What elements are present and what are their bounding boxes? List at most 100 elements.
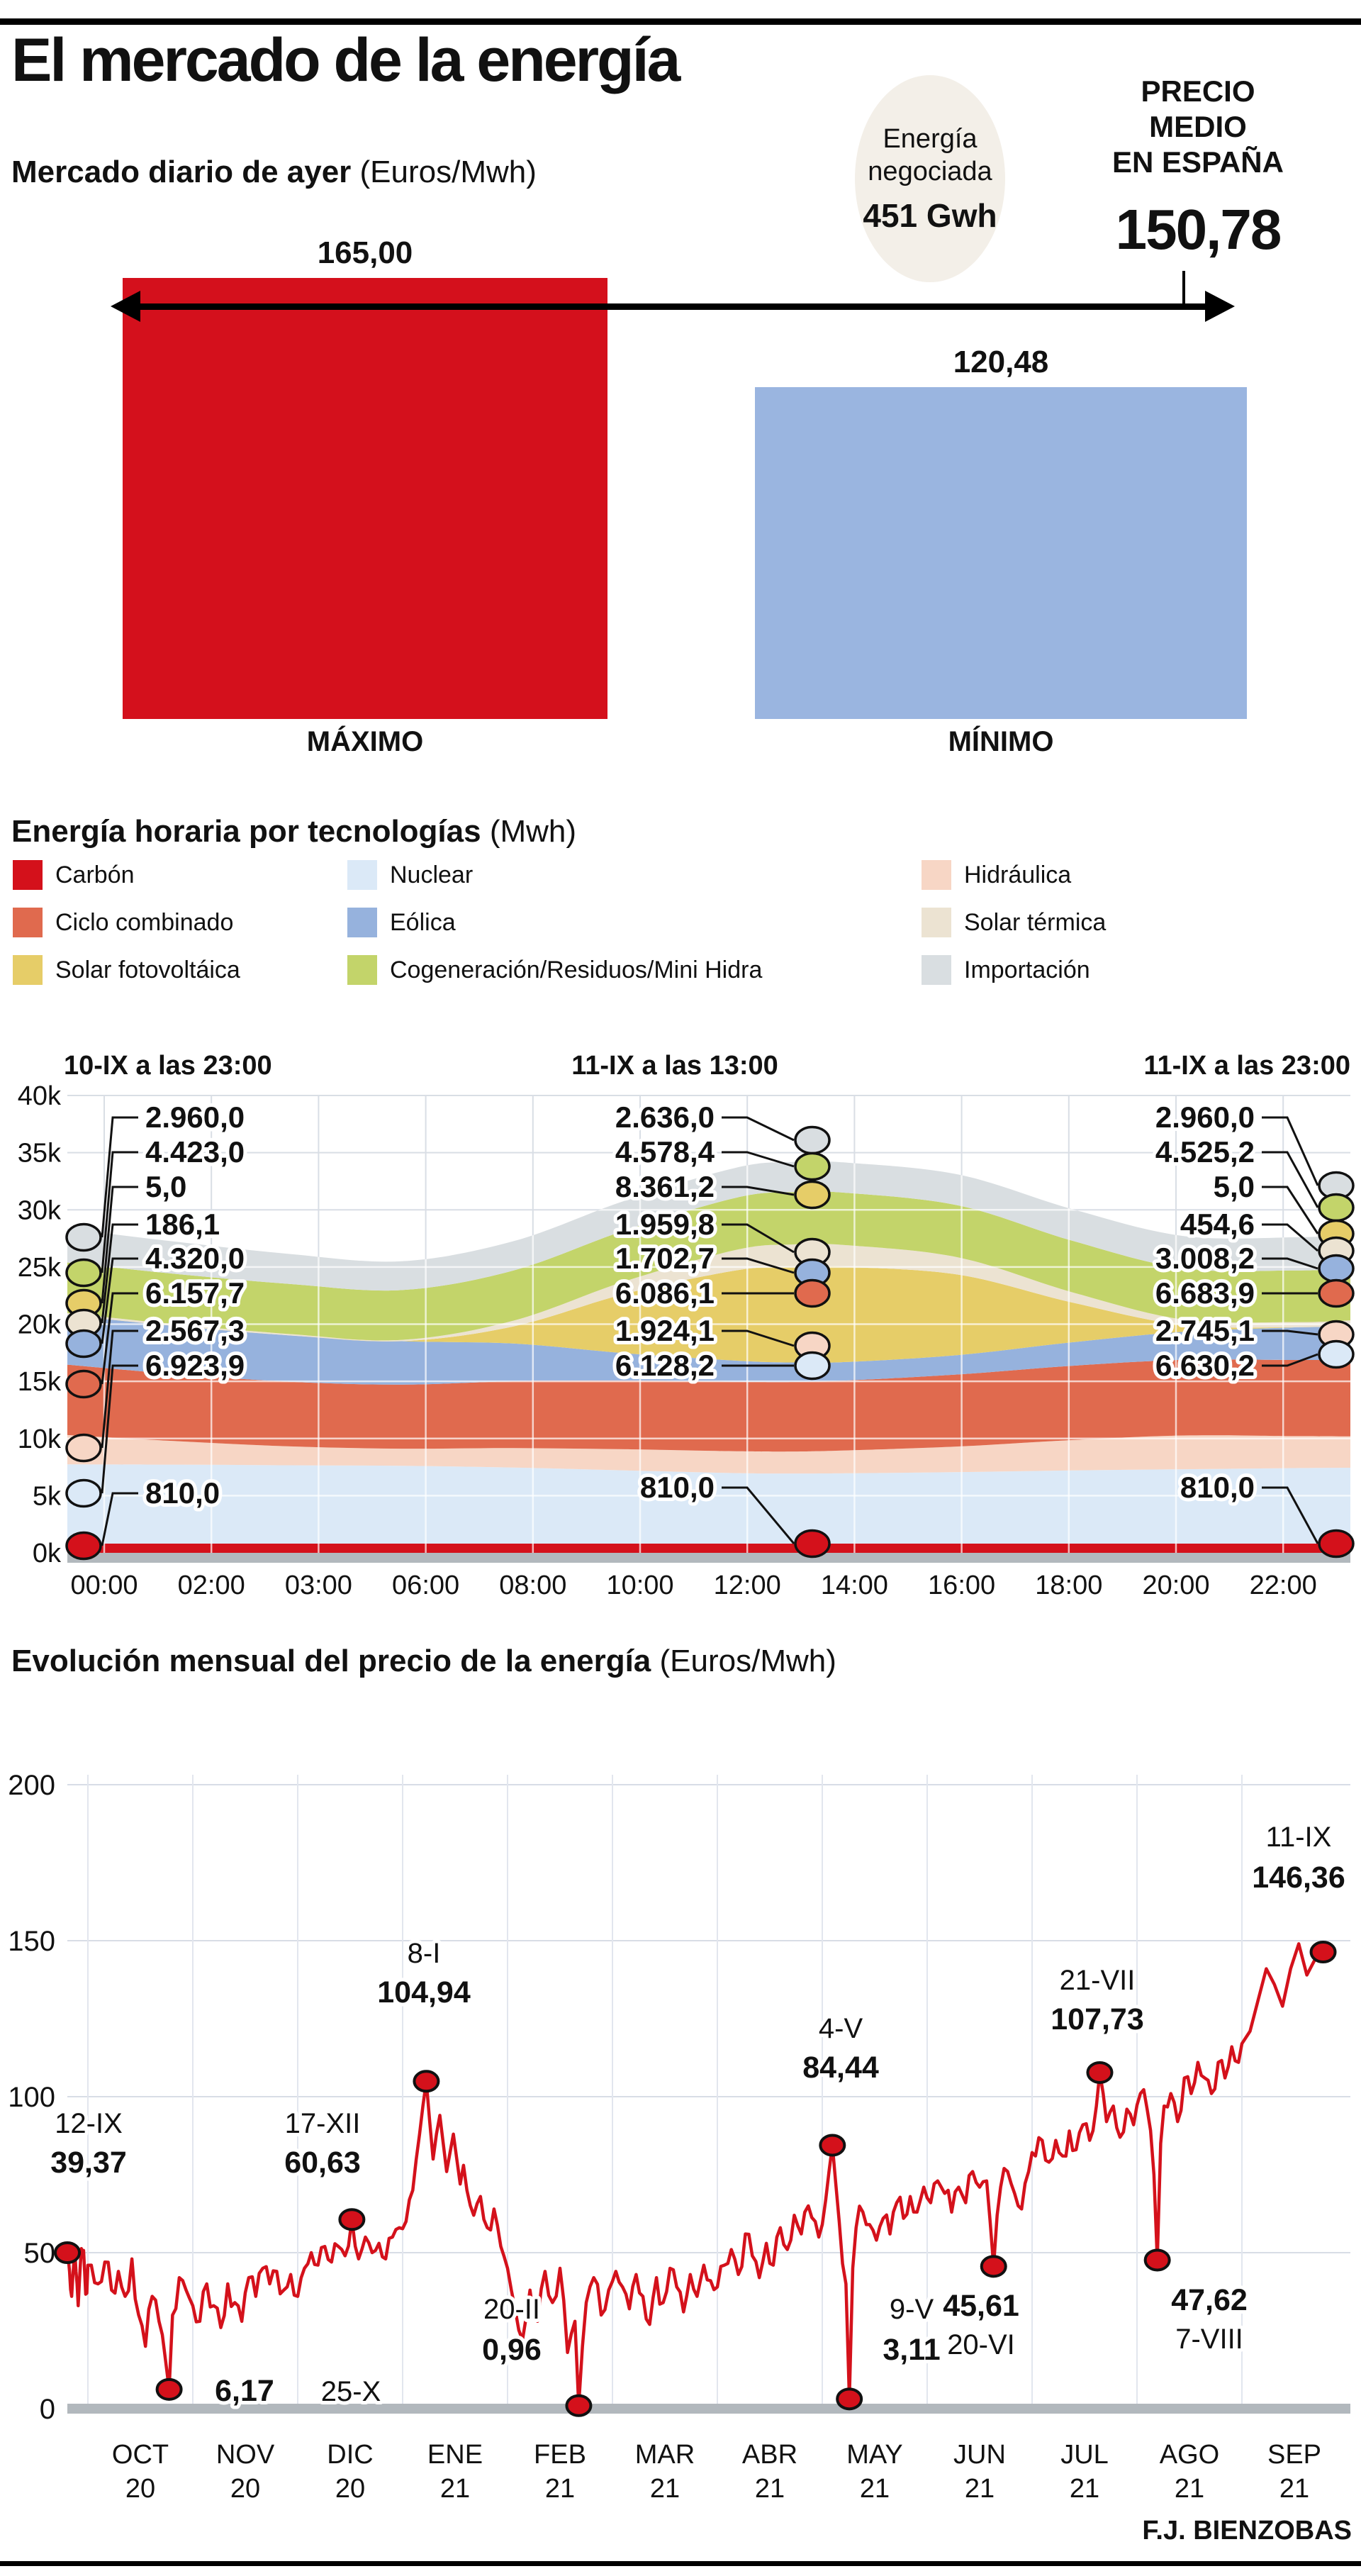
legend-swatch <box>922 955 951 985</box>
price-annotation-date: 12-IX <box>55 2108 123 2139</box>
annotation-leader <box>722 1257 795 1274</box>
avg-price-tick <box>1182 271 1185 303</box>
price-annotation-date: 11-IX <box>1266 1822 1332 1853</box>
annotation-dot <box>794 1278 831 1308</box>
price-annotation-value: 84,44 <box>802 2051 879 2085</box>
monthly-x-tick-month: ENE <box>427 2440 483 2470</box>
badge-value: 451 Gwh <box>863 197 997 234</box>
annotation-value: 454,6 <box>1180 1208 1255 1241</box>
annotation-value: 5,0 <box>145 1170 186 1203</box>
annotation-leader <box>101 1329 138 1449</box>
monthly-x-tick-year: 21 <box>860 2474 890 2504</box>
hourly-x-tick: 10:00 <box>606 1571 673 1600</box>
annotation-value: 4.320,0 <box>145 1242 245 1275</box>
badge-line1: Energía <box>883 124 978 154</box>
price-annotation-value: 45,61 <box>943 2289 1019 2323</box>
legend-swatch <box>13 908 43 937</box>
price-annotation-dot <box>980 2255 1007 2278</box>
monthly-x-tick-year: 21 <box>1175 2474 1204 2504</box>
monthly-x-tick-month: AGO <box>1160 2440 1219 2470</box>
energy-traded-badge: Energía negociada 451 Gwh <box>855 75 1005 282</box>
monthly-x-tick-year: 20 <box>230 2474 260 2504</box>
hourly-section-unit: (Mwh) <box>489 814 577 849</box>
daily-section-title-text: Mercado diario de ayer <box>11 155 352 189</box>
annotation-leader <box>722 1223 795 1254</box>
legend-item: Importación <box>922 954 1106 986</box>
annotation-leader <box>101 1257 138 1344</box>
annotation-value: 1.702,7 <box>615 1242 715 1275</box>
legend-label: Ciclo combinado <box>55 908 234 936</box>
price-annotation-dot <box>819 2134 846 2157</box>
annotation-value: 1.924,1 <box>615 1314 715 1347</box>
annotation-dot <box>65 1369 102 1399</box>
price-annotation-date: 7-VIII <box>1175 2324 1243 2355</box>
monthly-y-tick: 50 <box>24 2238 56 2269</box>
annotation-leader <box>722 1186 795 1196</box>
annotation-leader <box>722 1116 795 1142</box>
hourly-y-tick: 25k <box>18 1253 62 1283</box>
annotation-leader <box>722 1151 795 1168</box>
annotation-leader <box>1262 1257 1318 1270</box>
legend-label: Solar térmica <box>964 908 1107 936</box>
monthly-x-tick-year: 21 <box>755 2474 785 2504</box>
annotation-leader <box>1262 1353 1318 1367</box>
monthly-x-tick-month: ABR <box>742 2440 797 2470</box>
hourly-x-tick: 03:00 <box>285 1571 352 1600</box>
price-annotation-date: 4-V <box>819 2013 863 2044</box>
hourly-y-tick: 35k <box>18 1139 62 1169</box>
hourly-x-tick: 18:00 <box>1035 1571 1102 1600</box>
annotation-value: 1.959,8 <box>615 1208 715 1241</box>
annotation-dot <box>794 1152 831 1181</box>
annotation-dot <box>65 1478 102 1508</box>
annotation-value: 2.567,3 <box>145 1314 245 1347</box>
price-annotation-date: 8-I <box>408 1938 441 1969</box>
legend-swatch <box>13 955 43 985</box>
legend-column-2: Nuclear Eólica Cogeneración/Residuos/Mini … <box>347 859 762 1002</box>
price-annotation-dot <box>1143 2248 1171 2272</box>
monthly-x-tick-year: 21 <box>440 2474 470 2504</box>
annotation-dot <box>65 1329 102 1359</box>
bottom-rule <box>0 2561 1361 2566</box>
legend-item: Solar fotovoltáica <box>13 954 240 986</box>
price-line <box>65 1942 1325 2408</box>
hourly-x-tick: 12:00 <box>714 1571 781 1600</box>
area-layer <box>67 1244 1350 1342</box>
annotation-value: 5,0 <box>1214 1170 1255 1203</box>
legend-label: Hidráulica <box>964 861 1072 888</box>
legend-label: Carbón <box>55 861 135 888</box>
legend-label: Cogeneración/Residuos/Mini Hidra <box>390 956 763 983</box>
avg-label-2: MEDIO <box>1149 110 1247 143</box>
legend-item: Hidráulica <box>922 859 1106 891</box>
annotation-dot <box>794 1180 831 1210</box>
annotation-value: 810,0 <box>640 1471 715 1504</box>
annotation-value: 186,1 <box>145 1208 220 1241</box>
price-annotation-value: 107,73 <box>1051 2002 1144 2036</box>
monthly-x-tick-year: 21 <box>965 2474 995 2504</box>
annotation-leader <box>101 1116 138 1238</box>
hourly-y-tick: 0k <box>33 1539 62 1568</box>
price-annotation-date: 17-XII <box>285 2108 361 2139</box>
min-bar-label: MÍNIMO <box>948 726 1054 757</box>
annotation-leader <box>1262 1329 1318 1336</box>
annotation-value: 6.630,2 <box>1155 1349 1255 1382</box>
monthly-x-tick-month: OCT <box>112 2440 169 2470</box>
legend-swatch <box>347 908 377 937</box>
hourly-x-tick: 20:00 <box>1142 1571 1209 1600</box>
annotation-value: 8.361,2 <box>615 1170 715 1203</box>
price-annotation-value: 104,94 <box>377 1975 471 2009</box>
price-annotation-dot <box>338 2208 366 2231</box>
hourly-column-title: 11-IX a las 23:00 <box>1143 1051 1350 1081</box>
hourly-y-tick: 5k <box>33 1481 62 1511</box>
annotation-dot <box>1318 1339 1355 1369</box>
area-layer <box>67 1161 1350 1291</box>
annotation-leader <box>101 1186 138 1304</box>
hourly-y-tick: 30k <box>18 1195 62 1225</box>
annotation-dot <box>1318 1529 1355 1559</box>
min-bar-value: 120,48 <box>953 345 1049 379</box>
price-annotation-value: 3,11 <box>883 2333 940 2367</box>
hourly-section-title-text: Energía horaria por tecnologías <box>11 814 481 849</box>
annotation-leader <box>101 1292 138 1385</box>
monthly-section-unit: (Euros/Mwh) <box>659 1644 836 1678</box>
